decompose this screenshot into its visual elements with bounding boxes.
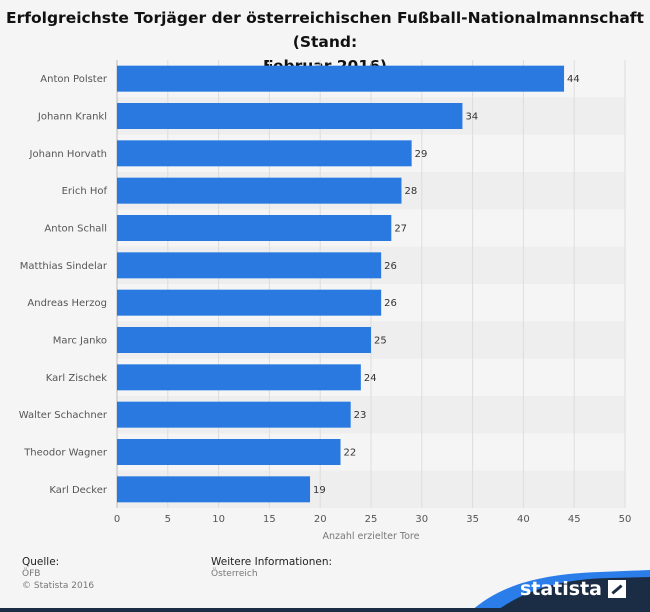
data-label: 26 (384, 298, 397, 309)
data-label: 24 (364, 373, 377, 384)
source-block: Quelle: ÖFB © Statista 2016 (22, 556, 94, 592)
bar (117, 439, 341, 465)
statista-logo-text: statista (519, 578, 602, 600)
x-tick-label: 15 (263, 514, 276, 525)
x-tick-label: 10 (212, 514, 225, 525)
x-axis-title: Anzahl erzielter Tore (323, 531, 420, 542)
bar (117, 65, 565, 92)
source-heading: Quelle: (22, 556, 60, 568)
footer-bottom-line (0, 608, 650, 612)
x-tick-label: 40 (517, 514, 530, 525)
category-label: Anton Schall (44, 224, 107, 235)
x-tick-label: 30 (415, 514, 428, 525)
x-tick-label: 50 (619, 514, 632, 525)
data-label: 29 (415, 149, 428, 160)
data-label: 19 (313, 485, 326, 496)
category-label: Erich Hof (62, 186, 108, 197)
data-label: 27 (394, 224, 407, 235)
x-tick-label: 45 (568, 514, 581, 525)
bar (117, 401, 351, 428)
category-label: Karl Zischek (46, 373, 107, 384)
bar-chart: Anton Polster 44 Johann Krankl 34 Johann Hor… (19, 60, 632, 542)
x-tick-label: 35 (466, 514, 479, 525)
bar (117, 103, 463, 129)
bar (117, 289, 382, 316)
data-label: 34 (465, 112, 478, 123)
bar (117, 177, 402, 204)
category-label: Matthias Sindelar (20, 261, 108, 272)
bar (117, 327, 371, 353)
data-label: 23 (354, 410, 367, 421)
category-label: Marc Janko (53, 336, 107, 347)
category-label: Walter Schachner (19, 410, 108, 421)
data-label: 28 (404, 186, 417, 197)
bar (117, 140, 412, 167)
data-label: 22 (344, 448, 357, 459)
info-block: Weitere Informationen: Österreich (211, 556, 332, 580)
x-tick-label: 5 (165, 514, 171, 525)
info-heading[interactable]: Weitere Informationen: (211, 556, 333, 568)
x-tick-label: 20 (314, 514, 327, 525)
category-label: Andreas Herzog (27, 298, 107, 309)
x-tick-label: 0 (114, 514, 120, 525)
statista-logo-icon (608, 580, 626, 598)
chart-title-line-1: Erfolgreichste Torjäger der österreichis… (6, 9, 644, 51)
category-label: Anton Polster (40, 74, 108, 85)
bar (117, 252, 382, 279)
bar (117, 476, 311, 503)
bar (117, 215, 392, 241)
source-line-1: ÖFB (22, 569, 41, 579)
x-tick-label: 25 (365, 514, 378, 525)
info-line-1: Österreich (211, 569, 258, 579)
category-label: Johann Horvath (29, 149, 107, 160)
data-label: 26 (384, 261, 397, 272)
source-line-2: © Statista 2016 (22, 581, 95, 591)
bar (117, 364, 361, 391)
data-label: 25 (374, 336, 387, 347)
data-label: 44 (567, 74, 580, 85)
statista-logo[interactable]: statista (520, 578, 626, 600)
category-label: Theodor Wagner (23, 448, 108, 459)
category-label: Karl Decker (49, 485, 108, 496)
category-label: Johann Krankl (37, 112, 107, 123)
